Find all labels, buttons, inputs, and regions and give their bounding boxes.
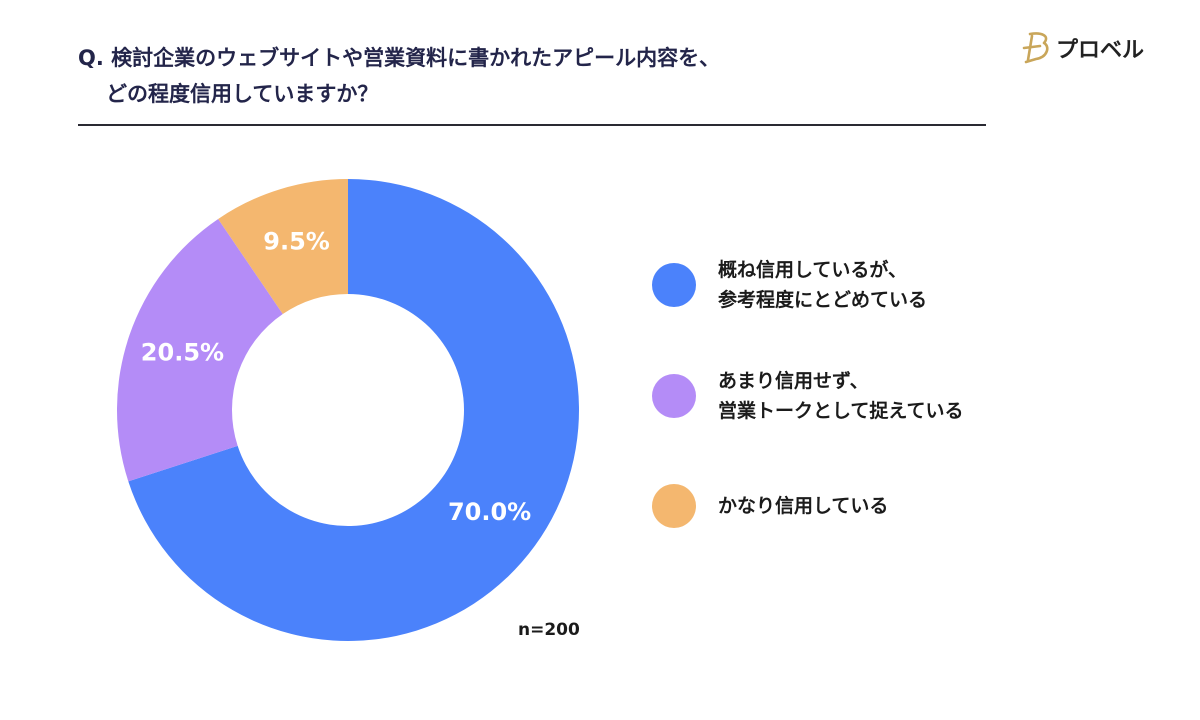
legend-item-1: 概ね信用しているが、 参考程度にとどめている (652, 255, 927, 315)
donut-slice-1 (128, 179, 579, 641)
slice-value-label-2: 20.5% (141, 338, 224, 366)
legend-item-3: かなり信用している (652, 484, 888, 528)
legend-swatch-1 (652, 263, 696, 307)
legend-label-1: 概ね信用しているが、 参考程度にとどめている (718, 259, 928, 311)
legend-item-2: あまり信用せず、 営業トークとして捉えている (652, 366, 963, 426)
question-line-2: どの程度信用していますか？ (106, 82, 379, 106)
slice-value-label-3: 9.5% (263, 228, 330, 256)
legend-swatch-3 (652, 484, 696, 528)
brand-name: プロベル (1056, 38, 1145, 63)
donut-slice-2 (116, 218, 283, 482)
donut-slice-3 (218, 179, 348, 315)
brand-logo: プロベル (1020, 30, 1144, 66)
legend-swatch-2 (652, 374, 696, 418)
question-line-1: Q. 検討企業のウェブサイトや営業資料に書かれたアピール内容を、 (78, 46, 721, 70)
title-divider (78, 124, 986, 126)
legend-label-3: かなり信用している (718, 495, 889, 517)
legend-label-2: あまり信用せず、 営業トークとして捉えている (718, 370, 964, 422)
brand-mark-icon (1022, 32, 1049, 64)
sample-size-note: n=200 (518, 620, 580, 640)
question-text: Q. 検討企業のウェブサイトや営業資料に書かれたアピール内容を、 どの程度信用し… (78, 40, 978, 112)
slice-value-label-1: 70.0% (448, 498, 531, 526)
